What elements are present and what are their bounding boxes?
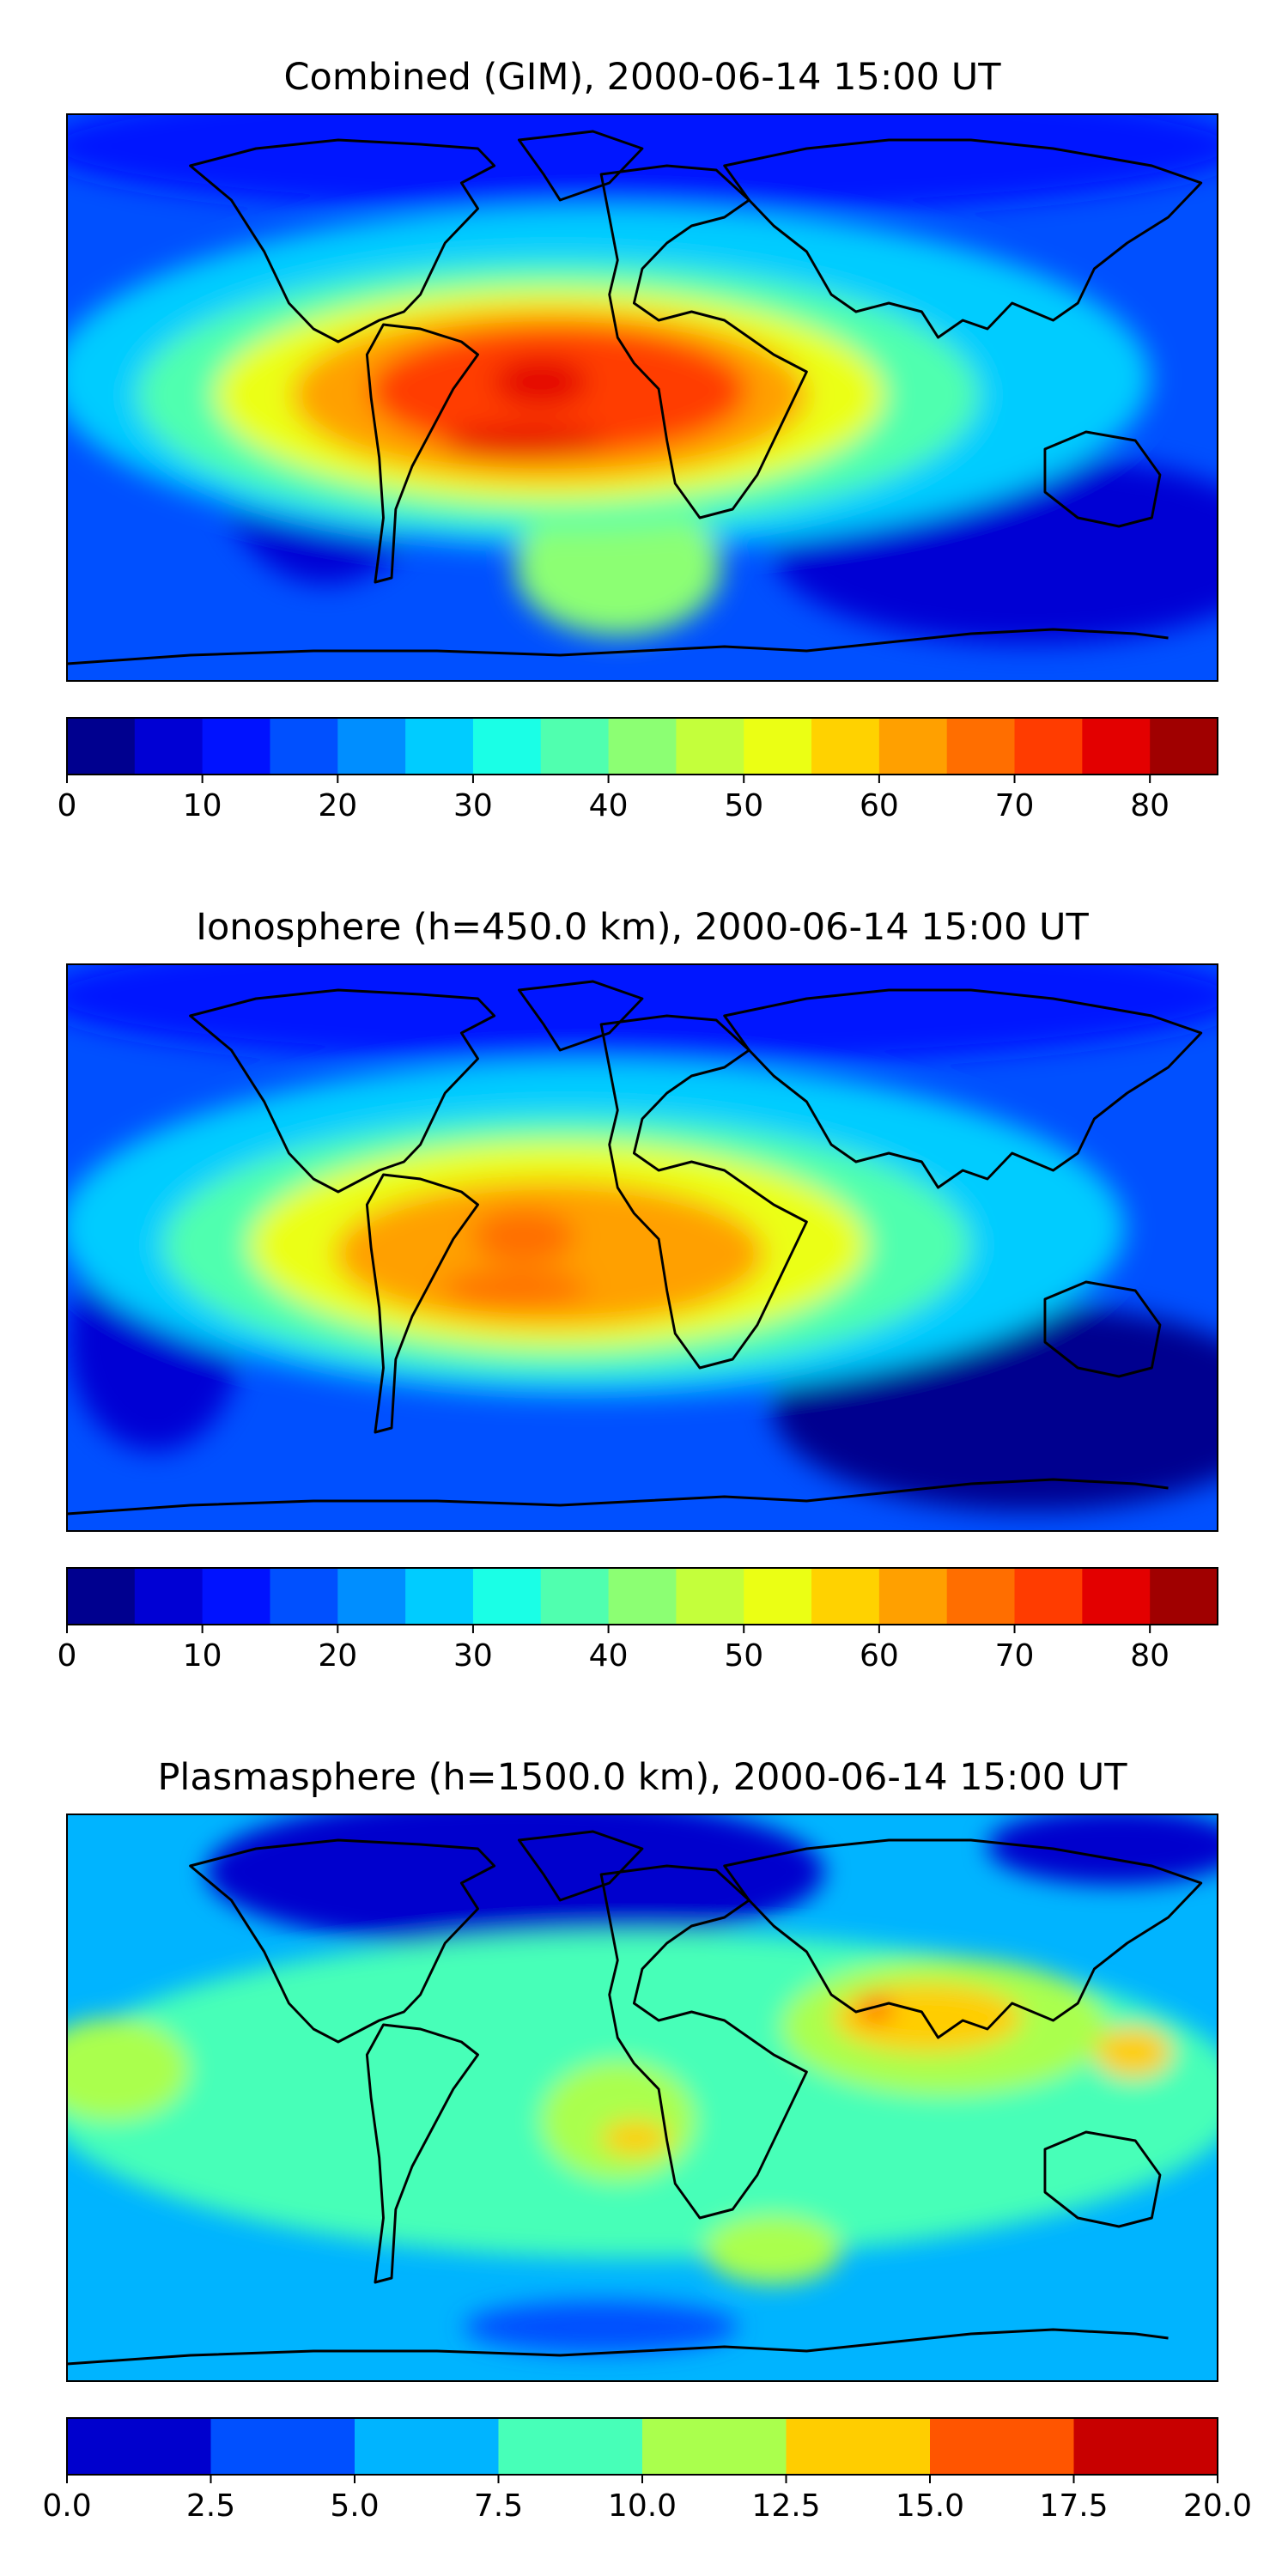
- colorbar-segment: [878, 718, 948, 775]
- combined-colorbar: 0 10 20 30 40 50 60 70 80: [58, 717, 1218, 823]
- colorbar-tick-label: 10: [183, 1638, 222, 1674]
- colorbar-segment: [676, 1568, 744, 1625]
- colorbar-tick-label: 80: [1130, 1638, 1170, 1674]
- ionosphere-colorbar: 0 10 20 30 40 50 60 70 80: [58, 1567, 1218, 1674]
- colorbar-segment: [355, 2418, 500, 2475]
- colorbar-tick-label: 15.0: [896, 2488, 964, 2524]
- colorbar-tick-label: 70: [995, 788, 1035, 823]
- colorbar-tick-label: 0: [58, 788, 77, 823]
- colorbar-segment: [930, 2418, 1075, 2475]
- colorbar-tick-label: 40: [589, 1638, 629, 1674]
- ionosphere-title: Ionosphere (h=450.0 km), 2000-06-14 15:0…: [196, 906, 1089, 949]
- colorbar-segment: [786, 2418, 931, 2475]
- colorbar-tick-label: 12.5: [751, 2488, 820, 2524]
- colorbar-segment: [134, 1568, 204, 1625]
- colorbar-segment: [1082, 1568, 1151, 1625]
- colorbar-segment: [67, 718, 136, 775]
- colorbar-segment: [811, 718, 880, 775]
- colorbar-segment: [676, 718, 744, 775]
- colorbar-tick-label: 50: [724, 788, 763, 823]
- colorbar-tick-label: 20: [318, 788, 357, 823]
- colorbar-segment: [270, 1568, 338, 1625]
- colorbar-tick-label: 80: [1130, 788, 1170, 823]
- colorbar-segment: [210, 2418, 355, 2475]
- colorbar-segment: [1014, 718, 1083, 775]
- plasmasphere-map-frame: [66, 1814, 1218, 2382]
- colorbar-segment: [1150, 718, 1218, 775]
- combined-map: [67, 114, 1218, 681]
- colorbar-segment: [1014, 1568, 1083, 1625]
- colorbar-segment: [1073, 2418, 1218, 2475]
- colorbar-segment: [337, 1568, 406, 1625]
- colorbar-segment: [270, 718, 338, 775]
- colorbar-segment: [134, 718, 204, 775]
- colorbar-segment: [202, 1568, 271, 1625]
- colorbar-segment: [540, 718, 610, 775]
- combined-map-frame: [66, 113, 1218, 682]
- colorbar-segment: [811, 1568, 880, 1625]
- colorbar-segment: [67, 2418, 212, 2475]
- colorbar-segment: [642, 2418, 787, 2475]
- plasmasphere-title: Plasmasphere (h=1500.0 km), 2000-06-14 1…: [157, 1756, 1127, 1799]
- colorbar-tick-label: 20: [318, 1638, 357, 1674]
- colorbar-segment: [67, 1568, 136, 1625]
- colorbar-segment: [405, 718, 474, 775]
- colorbar-tick-label: 0.0: [42, 2488, 91, 2524]
- plasmasphere-map: [67, 1814, 1218, 2381]
- colorbar-segment: [337, 718, 406, 775]
- colorbar-tick-label: 50: [724, 1638, 763, 1674]
- colorbar-frame: [66, 717, 1218, 775]
- colorbar-tick-label: 60: [860, 1638, 899, 1674]
- colorbar-segment: [498, 2418, 643, 2475]
- colorbar-tick-label: 40: [589, 788, 629, 823]
- colorbar-segment: [744, 718, 812, 775]
- colorbar-tick-label: 0: [58, 1638, 77, 1674]
- colorbar-tick-label: 30: [453, 788, 493, 823]
- plasmasphere-colorbar: 0.0 2.5 5.0 7.5 10.0 12.5 15.0 17.5 20.0: [42, 2417, 1252, 2524]
- colorbar-tick-label: 17.5: [1039, 2488, 1108, 2524]
- colorbar-segment: [744, 1568, 812, 1625]
- colorbar-frame: [66, 1567, 1218, 1625]
- colorbar-segment: [1082, 718, 1151, 775]
- ionosphere-map-frame: [66, 963, 1218, 1532]
- colorbar-tick-label: 70: [995, 1638, 1035, 1674]
- colorbar-tick-label: 7.5: [474, 2488, 523, 2524]
- combined-title: Combined (GIM), 2000-06-14 15:00 UT: [283, 56, 1001, 99]
- colorbar-tick-label: 10.0: [608, 2488, 677, 2524]
- colorbar-segment: [472, 1568, 542, 1625]
- colorbar-tick-label: 2.5: [186, 2488, 235, 2524]
- colorbar-segment: [405, 1568, 474, 1625]
- colorbar-tick-label: 60: [860, 788, 899, 823]
- colorbar-segment: [608, 1568, 677, 1625]
- colorbar-segment: [472, 718, 542, 775]
- colorbar-segment: [878, 1568, 948, 1625]
- colorbar-segment: [540, 1568, 610, 1625]
- colorbar-segment: [608, 718, 677, 775]
- colorbar-segment: [202, 718, 271, 775]
- colorbar-tick-label: 5.0: [330, 2488, 379, 2524]
- colorbar-tick-label: 10: [183, 788, 222, 823]
- colorbar-tick-label: 30: [453, 1638, 493, 1674]
- colorbar-segment: [946, 1568, 1016, 1625]
- colorbar-tick-label: 20.0: [1183, 2488, 1252, 2524]
- colorbar-segment: [946, 718, 1016, 775]
- colorbar-segment: [1150, 1568, 1218, 1625]
- ionosphere-map: [67, 964, 1218, 1531]
